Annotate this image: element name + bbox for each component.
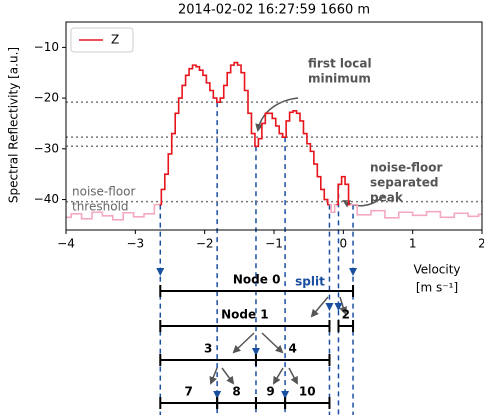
- split-label: split: [295, 275, 325, 289]
- node-label: 9: [266, 385, 274, 399]
- x-tick-label: −1: [265, 237, 283, 251]
- x-tick-label: 0: [340, 237, 348, 251]
- annotation: threshold: [72, 200, 129, 214]
- x-tick-label: −2: [196, 237, 214, 251]
- y-tick-label: −30: [34, 141, 59, 155]
- split-marker: [213, 391, 222, 399]
- node-label: 10: [299, 385, 316, 399]
- x-tick-label: 2: [478, 237, 484, 251]
- node-label: 3: [204, 342, 212, 356]
- node-label: 2: [342, 308, 350, 322]
- annotation: separated: [370, 176, 438, 190]
- x-axis-label: Velocity: [413, 263, 460, 277]
- node-label: Node 1: [221, 308, 269, 322]
- node-label: Node 0: [233, 273, 281, 287]
- annotation: peak: [370, 191, 404, 205]
- node-label: 7: [185, 385, 193, 399]
- y-tick-label: −40: [34, 192, 59, 206]
- x-tick-label: −4: [57, 237, 75, 251]
- annotation: noise-floor: [72, 185, 135, 199]
- node-label: 8: [232, 385, 240, 399]
- series-line: [159, 61, 351, 206]
- chart-title: 2014-02-02 16:27:59 1660 m: [178, 3, 370, 18]
- split-marker: [156, 268, 165, 276]
- x-tick-label: 1: [409, 237, 417, 251]
- y-tick-label: −10: [34, 40, 59, 54]
- y-axis-label: Spectral Reflectivity [a.u.]: [7, 47, 21, 203]
- split-marker: [251, 348, 260, 356]
- legend-label: Z: [111, 33, 119, 47]
- split-marker: [325, 303, 334, 311]
- x-axis-label: [m s⁻¹]: [416, 281, 458, 295]
- x-tick-label: −3: [126, 237, 144, 251]
- node-label: 4: [289, 342, 297, 356]
- annotation: noise-floor: [370, 161, 443, 175]
- annotation-arrow: [342, 195, 385, 208]
- annotation-arrow: [255, 97, 299, 132]
- tree-arrows: [209, 296, 348, 385]
- split-marker: [349, 268, 358, 276]
- series-line: [66, 203, 482, 221]
- split-marker: [281, 391, 290, 399]
- annotation: first local: [308, 57, 372, 71]
- y-tick-label: −20: [34, 91, 59, 105]
- split-marker: [334, 303, 343, 311]
- annotation: minimum: [308, 72, 371, 86]
